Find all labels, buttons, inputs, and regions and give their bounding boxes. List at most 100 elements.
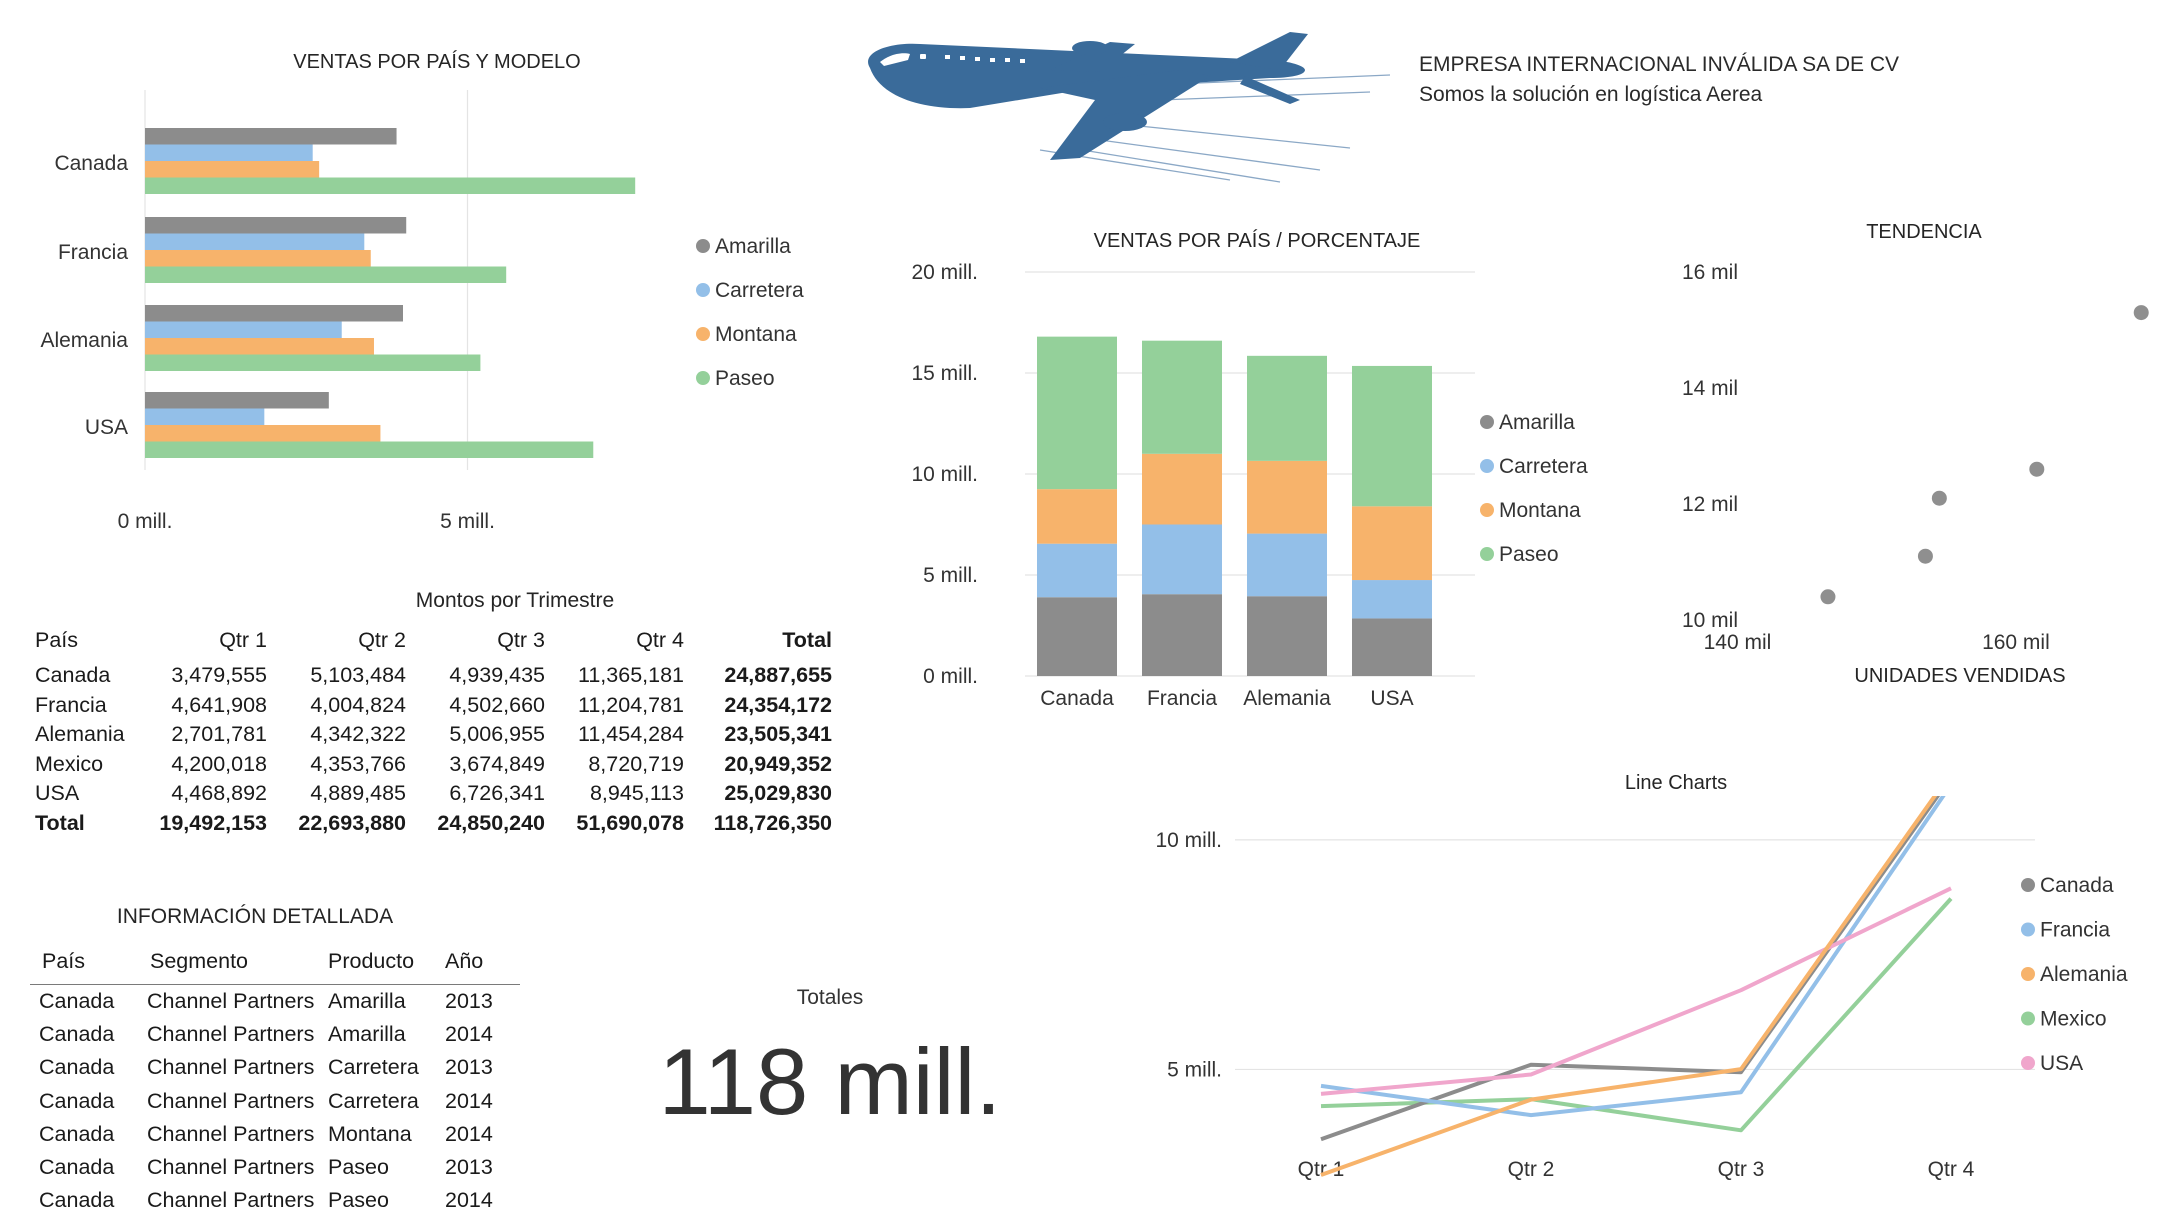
chart1-bar-amarilla-canada [145,128,397,145]
table-cell: 24,354,172 [724,692,832,717]
table-cell: 5,006,955 [449,722,545,747]
chart1-title: VENTAS POR PAÍS Y MODELO [293,50,581,73]
table-cell: Total [35,810,85,835]
table-cell: 4,200,018 [171,751,267,776]
table-cell: 25,029,830 [724,781,832,806]
table-cell: 5,103,484 [310,663,406,687]
chart2-category-label: Francia [1147,687,1217,710]
chart-line-charts: Line Charts 5 mill. 10 mill. Qtr 1 Qtr 2 Qtr … [1155,772,2128,1181]
chart1-bar-amarilla-usa [145,392,329,409]
table-row: Canada Channel Partners Paseo 2014 [30,1184,520,1217]
table-cell: 4,641,908 [171,692,267,717]
header-total: Total [782,628,832,653]
chart4-line-francia [1320,796,1946,1118]
airplane-icon [868,32,1391,183]
chart2-legend-marker-montana [1480,503,1494,517]
table-cell: Paseo [328,1188,389,1213]
chart1-bar-paseo-canada [145,177,636,194]
table-row: USA 4,468,892 4,889,485 6,726,341 8,945,113 2… [35,779,832,809]
chart2-bar-montana-usa [1352,506,1432,581]
chart1-bar-carretera-canada [145,144,313,161]
chart2-bar-carretera-alemania [1247,533,1327,597]
chart4-x-tick: Qtr 1 [1298,1158,1345,1181]
table-cell: 2014 [445,1088,493,1113]
chart3-y-tick: 12 mil [1682,493,1738,516]
chart2-category-label: Canada [1040,687,1114,710]
chart2-title: VENTAS POR PAÍS / PORCENTAJE [1094,229,1421,252]
chart2-legend-amarilla: Amarilla [1499,411,1575,434]
table-cell: Alemania [35,722,125,747]
chart3-point [1917,548,1933,564]
chart1-legend-montana: Montana [715,323,797,346]
chart3-y-tick: 16 mil [1682,261,1738,284]
chart4-x-tick: Qtr 4 [1928,1158,1975,1181]
table-cell: 2014 [445,1022,493,1047]
chart-tendencia: TENDENCIA 10 mil 12 mil 14 mil 16 mil 140 mil… [1682,221,2149,687]
chart2-y-tick: 15 mill. [911,362,978,385]
table-row: Canada Channel Partners Montana 2014 [30,1118,520,1151]
chart1-bar-montana-canada [145,161,320,178]
table-row: Canada Channel Partners Carretera 2013 [30,1051,520,1084]
table-row: Canada Channel Partners Amarilla 2013 [30,985,520,1019]
chart2-bar-amarilla-usa [1352,618,1432,676]
chart4-title: Line Charts [1625,772,1727,794]
chart2-legend-paseo: Paseo [1499,543,1559,566]
table-cell: 8,720,719 [588,751,684,776]
table-cell: Channel Partners [147,1121,315,1146]
table-cell: Amarilla [328,989,406,1013]
table-cell: 3,479,555 [171,663,267,687]
chart2-bar-paseo-alemania [1247,355,1327,461]
chart2-category-label: USA [1370,687,1413,710]
table-cell: 22,693,880 [298,810,406,835]
header-qtr4: Qtr 4 [636,628,684,653]
table-cell: 8,945,113 [589,781,684,806]
table-row: Canada Channel Partners Amarilla 2014 [30,1018,520,1051]
chart2-y-tick: 20 mill. [911,261,978,284]
table-cell: 11,204,781 [577,692,684,717]
table-cell: Canada [39,1155,115,1180]
chart1-bar-paseo-francia [145,266,507,283]
chart1-legend-carretera: Carretera [715,279,804,302]
table-row: Francia 4,641,908 4,004,824 4,502,660 11,204… [35,691,832,721]
chart2-legend-marker-carretera [1480,459,1494,473]
chart2-y-tick: 0 mill. [923,665,978,688]
header-producto: Producto [328,938,445,985]
table-cell: USA [35,781,80,806]
table-cell: Amarilla [328,1022,406,1047]
table-cell: Channel Partners [147,989,315,1013]
table-cell: Channel Partners [147,1155,315,1180]
table-cell: Canada [39,1022,115,1047]
table-cell: Canada [39,989,115,1013]
table-cell: 24,887,655 [724,663,832,687]
chart1-legend-marker-carretera [696,283,710,297]
table-cell: 2,701,781 [171,722,267,747]
chart2-bar-montana-francia [1142,453,1222,525]
chart1-category-label: Francia [58,241,128,264]
table-cell: 118,726,350 [713,810,832,835]
table-row: Mexico 4,200,018 4,353,766 3,674,849 8,720,7… [35,750,832,780]
chart1-bar-montana-usa [145,425,381,442]
chart3-x-tick: 140 mil [1704,631,1772,654]
table-cell: Channel Partners [147,1088,315,1113]
table-cell: Canada [39,1188,115,1213]
chart1-bar-carretera-usa [145,408,265,425]
chart4-legend-alemania: Alemania [2040,963,2128,986]
table-cell: 6,726,341 [449,781,545,806]
table-cell: 4,468,892 [171,781,267,806]
header-anio: Año [445,938,520,985]
chart4-legend-canada: Canada [2040,874,2114,897]
chart4-y-tick: 10 mill. [1155,829,1222,852]
table-cell: Mexico [35,751,104,776]
chart4-legend-marker-mexico [2021,1011,2035,1026]
table-row: Canada Channel Partners Paseo 2013 [30,1151,520,1184]
chart2-legend-marker-amarilla [1480,415,1494,429]
chart1-legend-marker-montana [696,327,710,341]
chart1-category-label: Alemania [40,329,128,352]
chart1-bar-carretera-alemania [145,321,342,338]
quarter-table-total-row: Total 19,492,153 22,693,880 24,850,240 51,69… [35,809,832,839]
card-value: 118 mill. [658,1029,1002,1134]
chart1-legend-marker-paseo [696,371,710,385]
chart4-legend-mexico: Mexico [2040,1008,2107,1031]
chart1-bar-carretera-francia [145,233,365,250]
table-cell: 23,505,341 [724,722,832,747]
